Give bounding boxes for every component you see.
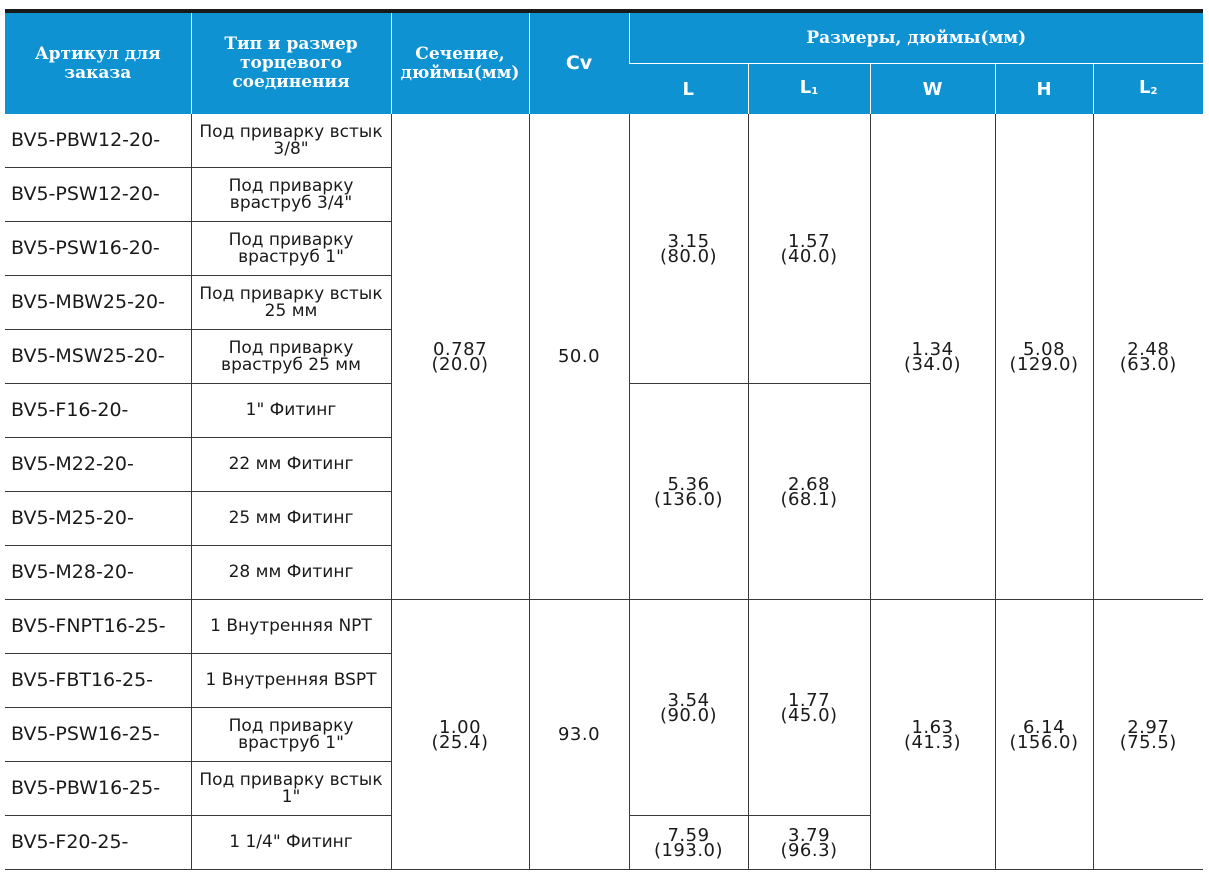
table-cell-article: BV5-F20-25- <box>5 815 191 870</box>
value-mm: (193.0) <box>653 839 724 861</box>
value-inch: 7.59 <box>667 824 710 846</box>
value-mm: (34.0) <box>903 353 962 375</box>
value-mm: (63.0) <box>1119 353 1177 375</box>
table-cell-section: 1.00 (25.4) <box>390 599 529 870</box>
value-mm: (80.0) <box>659 245 718 267</box>
header-L2-sub: 2 <box>1150 85 1158 97</box>
value-mm: (96.3) <box>780 839 838 861</box>
table-header: Артикул для заказа Тип и размер торцевог… <box>5 11 1204 114</box>
value-inch: 1.00 <box>438 716 482 738</box>
table-cell-article: BV5-M28-20- <box>5 545 191 600</box>
value-inch: 3.54 <box>667 689 710 711</box>
table-cell-L: 7.59 (193.0) <box>628 815 748 870</box>
value-mm: (90.0) <box>659 704 718 726</box>
table-cell-cv: 93.0 <box>528 599 629 870</box>
table-cell-section: 0.787 (20.0) <box>390 114 529 600</box>
table-cell-type: 28 мм Фитинг <box>190 545 391 600</box>
value-mm: (156.0) <box>1009 731 1079 753</box>
header-L1-sub: 1 <box>811 85 819 97</box>
header-L: L <box>629 63 748 114</box>
table-cell-L1: 3.79 (96.3) <box>747 815 870 870</box>
value-mm: (129.0) <box>1009 353 1079 375</box>
value-mm: (136.0) <box>653 488 724 510</box>
value-mm: (45.0) <box>780 704 838 726</box>
value-inch: 2.48 <box>1127 338 1170 360</box>
table-cell-article: BV5-FBT16-25- <box>5 653 191 708</box>
table-cell-L: 3.15 (80.0) <box>628 114 748 384</box>
value-mm: (20.0) <box>431 353 489 375</box>
table-cell-type: 22 мм Фитинг <box>190 437 391 492</box>
value-inch: 1.34 <box>911 338 954 360</box>
header-cv: Cv <box>528 11 629 114</box>
value-inch: 0.787 <box>432 338 488 360</box>
value-cv: 50.0 <box>557 346 601 367</box>
table-cell-L1: 1.77 (45.0) <box>747 599 870 816</box>
table-cell-L1: 1.57 (40.0) <box>747 114 870 384</box>
value-inch: 1.57 <box>787 230 831 252</box>
header-L2-base: L <box>1139 76 1151 98</box>
header-section: Сечение, дюймы(мм) <box>390 11 529 114</box>
table-cell-type: 1 1/4" Фитинг <box>190 815 391 870</box>
table-cell-type: Под приварку встык 3/8" <box>190 114 391 168</box>
table-cell-L1: 2.68 (68.1) <box>747 383 870 600</box>
value-inch: 6.14 <box>1022 716 1066 738</box>
table-cell-type: 25 мм Фитинг <box>190 491 391 546</box>
table-cell-cv: 50.0 <box>528 114 629 600</box>
value-mm: (75.5) <box>1119 731 1177 753</box>
spec-table: Артикул для заказа Тип и размер торцевог… <box>5 9 1204 870</box>
table-cell-type: Под приварку враструб 3/4" <box>190 167 391 222</box>
table-body: BV5-PBW12-20- Под приварку встык 3/8" 0.… <box>5 114 1204 870</box>
table-cell-H: 5.08 (129.0) <box>994 114 1093 600</box>
header-article: Артикул для заказа <box>5 11 191 114</box>
table-cell-L2: 2.97 (75.5) <box>1092 599 1204 870</box>
table-cell-article: BV5-MSW25-20- <box>5 329 191 384</box>
value-mm: (68.1) <box>780 488 838 510</box>
table-cell-type: Под приварку встык 25 мм <box>190 275 391 330</box>
table-cell-article: BV5-PBW12-20- <box>5 114 191 168</box>
value-inch: 3.79 <box>787 824 831 846</box>
table-cell-H: 6.14 (156.0) <box>994 599 1093 870</box>
table-cell-type: Под приварку враструб 1" <box>190 707 391 762</box>
table-cell-article: BV5-PSW12-20- <box>5 167 191 222</box>
value-inch: 2.68 <box>787 473 831 495</box>
value-mm: (40.0) <box>780 245 838 267</box>
header-end-type: Тип и размер торцевого соединения <box>190 11 391 114</box>
header-L1: L1 <box>747 63 870 114</box>
header-L2: L2 <box>1092 63 1204 114</box>
header-L1-base: L <box>799 76 812 98</box>
table-cell-L2: 2.48 (63.0) <box>1092 114 1204 600</box>
value-inch: 5.08 <box>1022 338 1066 360</box>
value-mm: (25.4) <box>431 731 489 753</box>
header-H: H <box>994 63 1093 114</box>
table-cell-L: 5.36 (136.0) <box>628 383 748 600</box>
value-inch: 2.97 <box>1127 716 1170 738</box>
table-cell-type: 1" Фитинг <box>190 383 391 438</box>
value-inch: 1.63 <box>911 716 954 738</box>
table-cell-article: BV5-MBW25-20- <box>5 275 191 330</box>
table-cell-article: BV5-M25-20- <box>5 491 191 546</box>
table-cell-article: BV5-PSW16-20- <box>5 221 191 276</box>
table-cell-W: 1.34 (34.0) <box>869 114 995 600</box>
table-cell-article: BV5-F16-20- <box>5 383 191 438</box>
table-cell-type: Под приварку враструб 1" <box>190 221 391 276</box>
header-dimensions: Размеры, дюймы(мм) <box>628 11 1204 64</box>
table-cell-type: Под приварку враструб 25 мм <box>190 329 391 384</box>
value-mm: (41.3) <box>903 731 962 753</box>
table-cell-type: 1 Внутренняя BSPT <box>190 653 391 708</box>
table-cell-article: BV5-FNPT16-25- <box>5 599 191 654</box>
value-inch: 3.15 <box>667 230 710 252</box>
value-inch: 1.77 <box>787 689 831 711</box>
table-cell-article: BV5-M22-20- <box>5 437 191 492</box>
table-cell-L: 3.54 (90.0) <box>628 599 748 816</box>
table-cell-type: 1 Внутренняя NPT <box>190 599 391 654</box>
table-cell-type: Под приварку встык 1" <box>190 761 391 816</box>
table-cell-W: 1.63 (41.3) <box>869 599 995 870</box>
value-inch: 5.36 <box>667 473 710 495</box>
header-W: W <box>869 63 995 114</box>
value-cv: 93.0 <box>557 724 601 745</box>
table-cell-article: BV5-PSW16-25- <box>5 707 191 762</box>
table-cell-article: BV5-PBW16-25- <box>5 761 191 816</box>
